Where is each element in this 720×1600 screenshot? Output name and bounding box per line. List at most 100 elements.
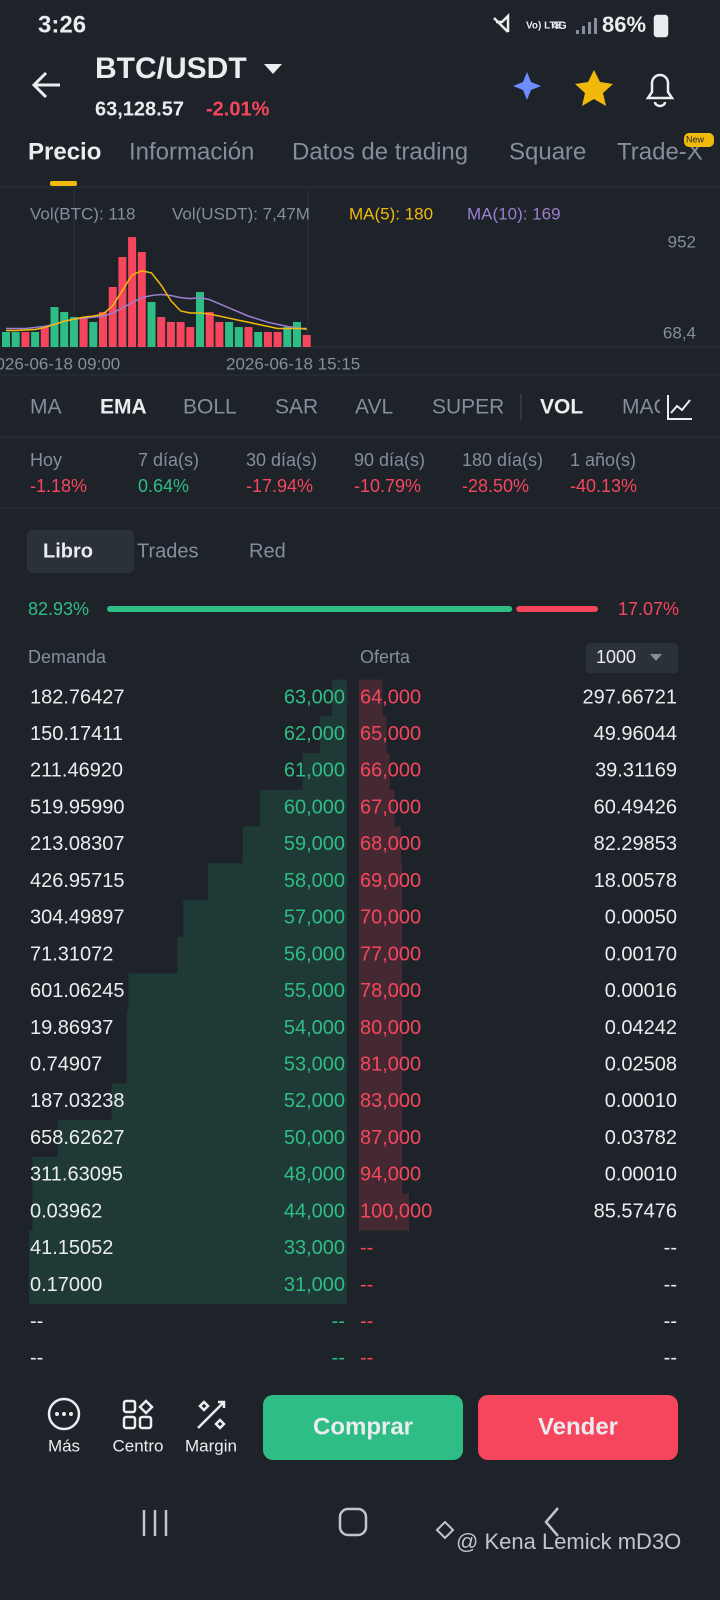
ask-qty: 0.00170 — [605, 943, 677, 965]
book-tab[interactable]: Red — [249, 540, 286, 562]
period-label: 1 año(s) — [570, 450, 636, 470]
badge-bg — [684, 133, 714, 147]
bid-price: -- — [332, 1311, 345, 1333]
step-selector[interactable] — [586, 643, 678, 673]
ask-price: 87,000 — [360, 1127, 421, 1149]
depth-bar — [359, 753, 390, 790]
tool-label[interactable]: Margin — [185, 1436, 237, 1455]
depth-bar — [359, 1156, 403, 1194]
back-button[interactable] — [31, 71, 60, 99]
pair-title[interactable]: BTC/USDT — [95, 52, 247, 85]
bid-qty: 601.06245 — [30, 980, 125, 1002]
depth-bar — [183, 899, 347, 937]
edge-fade — [660, 390, 720, 430]
depth-bar — [29, 1230, 348, 1268]
tool-label[interactable]: Centro — [112, 1436, 163, 1455]
indicator-tab[interactable]: SUPER — [432, 396, 504, 419]
bid-price: 50,000 — [284, 1127, 345, 1149]
volume-bar — [137, 252, 146, 347]
period-change: -17.94% — [246, 476, 313, 496]
ask-qty: -- — [664, 1237, 677, 1259]
volume-bar — [254, 331, 263, 347]
ask-ratio: 17.07% — [618, 599, 679, 619]
buy-button[interactable] — [263, 1395, 463, 1460]
ask-price: -- — [360, 1347, 373, 1369]
bid-price: 59,000 — [284, 833, 345, 855]
depth-bar — [332, 679, 347, 717]
favorite-button[interactable] — [575, 70, 613, 106]
volume-bar — [225, 321, 234, 347]
buy-label[interactable]: Comprar — [313, 1413, 413, 1440]
period-change: 0.64% — [138, 476, 189, 496]
ask-qty: 0.00010 — [605, 1164, 677, 1186]
volume-bar — [186, 327, 195, 347]
depth-bar — [359, 1120, 403, 1158]
new-badge: New — [686, 134, 705, 144]
bid-price: 60,000 — [284, 796, 345, 818]
tab[interactable]: Datos de trading — [292, 138, 468, 165]
volume-bar — [40, 327, 49, 347]
bid-qty: 211.46920 — [30, 760, 123, 782]
depth-bar — [177, 936, 347, 974]
tool-label[interactable]: Más — [48, 1436, 80, 1455]
ask-qty: 297.66721 — [582, 686, 677, 708]
book-tab[interactable]: Libro — [43, 540, 93, 562]
volume-bar — [99, 312, 107, 347]
volume-bar — [157, 317, 166, 347]
bid-qty: 519.95990 — [30, 796, 125, 818]
ask-qty: -- — [664, 1274, 677, 1296]
bid-qty: 71.31072 — [30, 943, 113, 965]
depth-bar — [359, 863, 403, 900]
dot — [62, 1412, 66, 1416]
indicator-tab[interactable]: EMA — [100, 396, 147, 419]
price-change: -2.01% — [206, 98, 270, 120]
bid-qty: 0.03962 — [30, 1200, 102, 1222]
ask-qty: 0.04242 — [605, 1017, 677, 1039]
indicator-tab[interactable]: VOL — [540, 396, 583, 419]
ask-price: -- — [360, 1237, 373, 1259]
bid-price: 31,000 — [284, 1274, 345, 1296]
nav-recent[interactable] — [142, 1510, 168, 1536]
volume-bar — [89, 321, 98, 347]
ask-qty: 49.96044 — [594, 723, 677, 745]
indicator-tab[interactable]: MA — [30, 396, 62, 419]
status-time: 3:26 — [38, 11, 86, 38]
nav-back[interactable] — [544, 1507, 559, 1537]
bid-price: 33,000 — [284, 1237, 345, 1259]
book-tab[interactable]: Trades — [137, 540, 199, 562]
ask-qty: 0.03782 — [605, 1127, 677, 1149]
step-value[interactable]: 1000 — [596, 647, 636, 667]
depth-bar — [126, 1010, 348, 1047]
bid-qty: 0.17000 — [30, 1274, 102, 1296]
volume-bar — [60, 312, 69, 347]
ask-price: 78,000 — [360, 980, 421, 1002]
tab[interactable]: Precio — [28, 138, 101, 165]
bid-price: 63,000 — [284, 686, 345, 708]
bid-qty: 187.03238 — [30, 1090, 125, 1112]
nav-home[interactable] — [338, 1507, 368, 1537]
volume-bar — [234, 327, 243, 347]
indicator-tab[interactable]: SAR — [275, 396, 318, 419]
ai-button[interactable] — [513, 72, 541, 100]
period-label: 90 día(s) — [354, 450, 425, 470]
sell-label[interactable]: Vender — [538, 1413, 618, 1440]
tab[interactable]: Square — [509, 138, 586, 165]
tab[interactable]: Información — [129, 138, 254, 165]
ask-price: -- — [360, 1311, 373, 1333]
sell-button[interactable] — [478, 1395, 678, 1460]
watermark: @ Kena Lemick mD3O — [456, 1529, 681, 1554]
alert-button[interactable] — [645, 73, 675, 108]
bid-qty: 311.63095 — [30, 1164, 123, 1186]
bid-qty: 213.08307 — [30, 833, 125, 855]
ask-qty: 0.00010 — [605, 1090, 677, 1112]
indicator-settings[interactable] — [667, 395, 692, 420]
y-tick-label: 952 — [668, 232, 696, 251]
x-tick-label: 2026-06-18 15:15 — [226, 354, 360, 373]
pair-dropdown[interactable] — [264, 64, 282, 74]
bid-qty: 182.76427 — [30, 686, 125, 708]
indicator-tab[interactable]: BOLL — [183, 396, 237, 419]
ask-price: 77,000 — [360, 943, 421, 965]
period-label: 30 día(s) — [246, 450, 317, 470]
indicator-tab[interactable]: AVL — [355, 396, 393, 419]
